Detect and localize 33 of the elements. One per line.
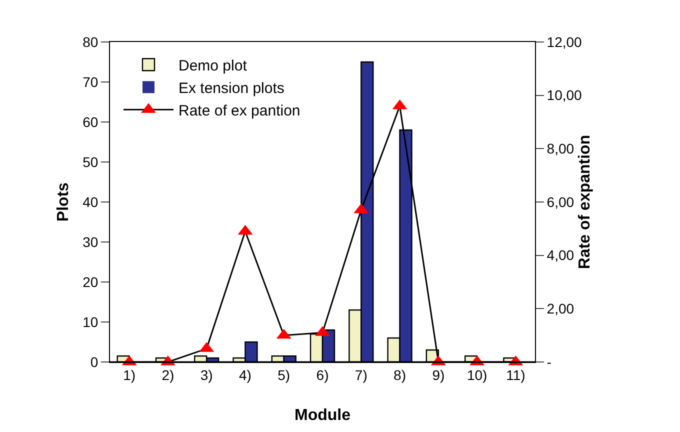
x-tick-label: 8) [394, 366, 406, 383]
y2-axis-title: Rate of expantion [576, 134, 594, 270]
x-tick-label: 10) [466, 366, 488, 383]
y2-tick-label: 10,00 [546, 87, 582, 104]
y-tick-label: 80 [82, 34, 98, 50]
y-tick-label: 30 [82, 234, 98, 250]
x-tick-label: 7) [354, 366, 368, 383]
x-tick-label: 6) [316, 366, 329, 383]
y2-tick-label: 4,00 [546, 247, 574, 264]
y-tick-label: 50 [82, 154, 98, 170]
x-axis-title: Module [294, 407, 351, 424]
y-tick-label: 40 [82, 194, 98, 210]
x-tick-label: 4) [239, 366, 252, 383]
x-tick-label: 3) [200, 366, 213, 383]
legend-label: Rate of ex pantion [178, 102, 300, 120]
legend-label: Ex tension plots [178, 80, 284, 97]
y-axis-title: Plots [55, 182, 72, 222]
y-tick-label: 70 [82, 74, 98, 90]
x-tick-label: 11) [506, 366, 526, 383]
y-tick-label: 10 [82, 314, 98, 330]
y2-tick-label: 8,00 [546, 140, 574, 157]
y2-tick-label: 6,00 [546, 194, 574, 210]
y-tick-label: 60 [82, 114, 98, 130]
legend-label: Demo plot [178, 58, 248, 74]
x-tick-label: 2) [162, 366, 174, 383]
x-tick-label: 5) [278, 366, 290, 383]
y-tick-label: 20 [82, 274, 98, 290]
x-tick-label: 1) [123, 366, 136, 383]
y2-tick-label: 2,00 [546, 300, 574, 317]
y2-tick-label: 12,00 [546, 34, 582, 50]
y2-tick-label: - [546, 354, 552, 370]
x-tick-label: 9) [432, 366, 445, 383]
y-tick-label: 0 [90, 354, 98, 370]
